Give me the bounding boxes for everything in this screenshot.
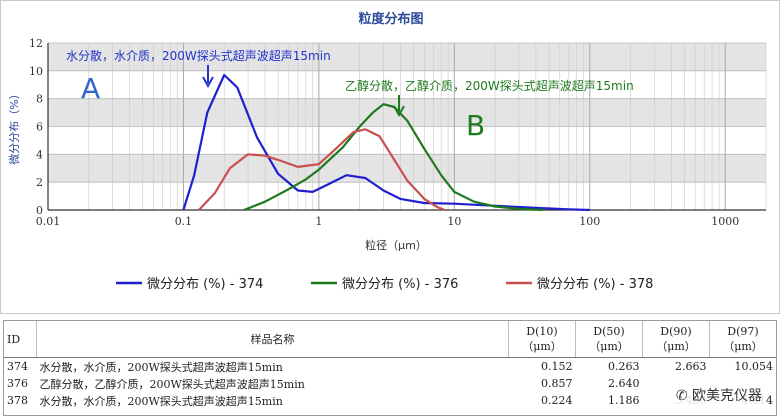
y-tick-label: 4 [36,148,43,161]
cell-d50: 2.640 [608,377,640,390]
cell-id: 374 [7,360,28,373]
cell-id: 378 [7,394,28,407]
wechat-icon: ✆ [675,388,688,404]
header-d10: D(10) （μm） [508,321,576,358]
watermark-text: 欧美克仪器 [692,388,762,404]
annotation-letter-b: B [466,109,485,142]
cell-sample-name: 乙醇分散，乙醇介质，200W探头式超声波超声15min [39,377,305,391]
chart-title: 粒度分布图 [358,11,423,27]
header-d97: D(97) （μm） [709,321,776,358]
legend-label-1: 微分分布 (%) - 374 [147,277,263,292]
annotation-sample-a: 水分散，水介质，200W探头式超声波超声15min [66,48,331,63]
header-d50-unit: （μm） [589,339,629,353]
x-tick-label: 10 [447,215,461,228]
cell-d90: 2.663 [675,360,707,373]
header-d10-label: D(10) [526,324,558,338]
table-row: 376 乙醇分散，乙醇介质，200W探头式超声波超声15min 0.857 2.… [4,375,776,392]
annotation-letter-a: A [81,72,100,105]
cell-d10: 0.224 [541,394,573,407]
y-tick-label: 0 [36,204,43,217]
cell-id: 376 [7,377,28,390]
x-tick-label: 0.1 [175,215,193,228]
header-d97-unit: （μm） [723,339,763,353]
x-tick-label: 100 [579,215,600,228]
x-tick-label: 1000 [711,215,739,228]
y-tick-label: 8 [36,93,43,106]
x-axis-label: 粒径（μm） [365,238,427,252]
arrow-down-icon [202,65,214,89]
series-line-2 [243,103,543,212]
header-d97-label: D(97) [727,324,759,338]
grid-band [48,182,766,210]
cell-sample-name: 水分散，水介质，200W探头式超声波超声15min [39,394,283,408]
legend-label-3: 微分分布 (%) - 378 [537,277,653,292]
header-d10-unit: （μm） [522,339,562,353]
results-table-panel: ID 样品名称 D(10) （μm） D(50) （μm） D(90) （μm）… [3,320,777,416]
grid-band [48,126,766,155]
cell-sample-name: 水分散，水介质，200W探头式超声波超声15min [39,360,283,374]
y-axis-label: 微分分布（%） [7,88,21,164]
cell-d10: 0.152 [541,360,573,373]
y-tick-label: 6 [36,121,43,134]
table-row: 378 水分散，水介质，200W探头式超声波超声15min 0.224 1.18… [4,392,776,409]
particle-size-chart: 粒度分布图 0.01 0.1 1 10 100 1000 0 2 4 6 8 10 12 粒径（μm） 微分分… [7,11,767,292]
header-id: ID [4,321,37,358]
x-tick-label: 1 [315,215,322,228]
cell-d50: 1.186 [608,394,640,407]
header-sample-name: 样品名称 [36,321,509,358]
legend-label-2: 微分分布 (%) - 376 [342,277,458,292]
table-header-row: ID 样品名称 D(10) （μm） D(50) （μm） D(90) （μm）… [4,321,776,358]
header-d90: D(90) （μm） [642,321,710,358]
annotation-sample-b: 乙醇分散，乙醇介质，200W探头式超声波超声15min [345,78,634,93]
x-tick-label: 0.01 [36,215,61,228]
chart-panel: 粒度分布图 0.01 0.1 1 10 100 1000 0 2 4 6 8 10 12 粒径（μm） 微分分… [0,0,780,314]
y-tick-label: 10 [29,65,43,78]
header-d90-label: D(90) [660,324,692,338]
series-line-3 [198,128,446,212]
cell-d50: 0.263 [608,360,640,373]
grid-band [48,70,766,99]
header-d90-unit: （μm） [656,339,696,353]
y-tick-label: 2 [36,176,43,189]
y-tick-label: 12 [29,37,43,50]
grid-band [48,43,766,71]
table-row: 374 水分散，水介质，200W探头式超声波超声15min 0.152 0.26… [4,358,776,376]
header-d50: D(50) （μm） [575,321,643,358]
cell-d10: 0.857 [541,377,573,390]
watermark: ✆ 欧美克仪器 [671,385,766,405]
grid-band [48,154,766,183]
cell-d97: 10.054 [734,360,774,373]
arrow-down-icon [393,95,405,118]
header-d50-label: D(50) [593,324,625,338]
results-table: ID 样品名称 D(10) （μm） D(50) （μm） D(90) （μm）… [4,321,776,409]
